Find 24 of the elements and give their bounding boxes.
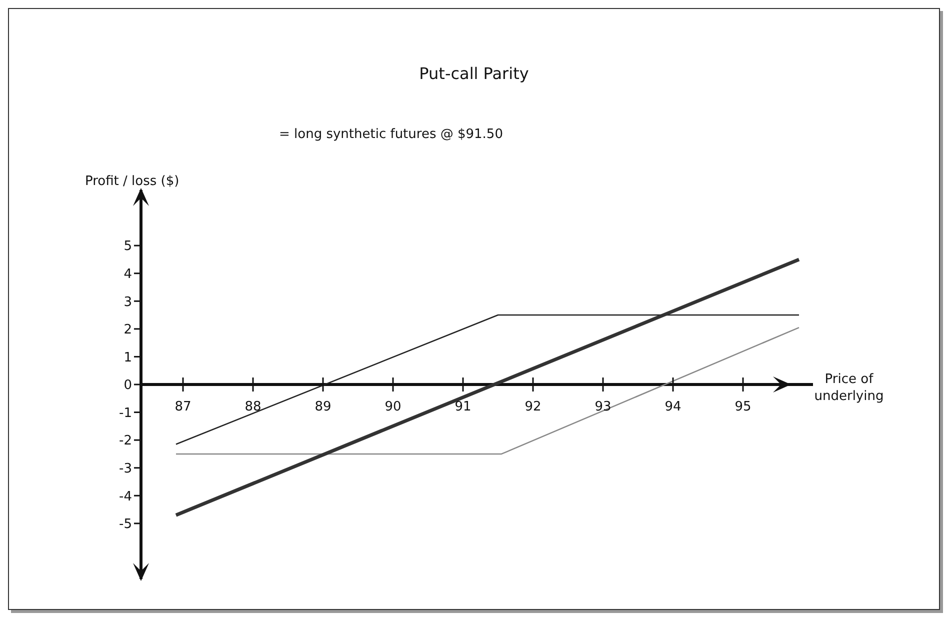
x-axis-title: Price of underlying xyxy=(813,370,885,404)
chart-subtitle: = long synthetic futures @ $91.50 xyxy=(279,127,503,142)
y-tick-label: -2 xyxy=(119,434,132,449)
y-tick-label: 3 xyxy=(124,294,132,310)
x-tick-label: 90 xyxy=(384,400,402,414)
y-tick-label: 0 xyxy=(124,378,132,394)
chart-title: Put-call Parity xyxy=(418,64,530,83)
y-axis-title: Profit / loss ($) xyxy=(85,174,180,189)
y-tick-label: 5 xyxy=(124,239,132,254)
x-tick-label: 93 xyxy=(594,400,612,414)
x-tick-label: 87 xyxy=(174,400,192,414)
y-tick-label: -4 xyxy=(119,489,132,504)
y-tick-label: -1 xyxy=(119,406,132,421)
y-tick-label: 4 xyxy=(124,266,132,282)
y-tick-label: -5 xyxy=(119,517,132,532)
y-tick-label: 2 xyxy=(124,322,132,338)
x-tick-label: 92 xyxy=(524,400,542,414)
x-tick-label: 95 xyxy=(734,400,752,414)
x-tick-label: 88 xyxy=(244,400,262,414)
x-tick-label: 89 xyxy=(314,400,332,414)
y-tick-label: 1 xyxy=(124,350,132,366)
x-tick-label: 94 xyxy=(664,400,682,414)
x-tick-label: 91 xyxy=(454,400,472,414)
y-tick-label: -3 xyxy=(119,461,132,476)
